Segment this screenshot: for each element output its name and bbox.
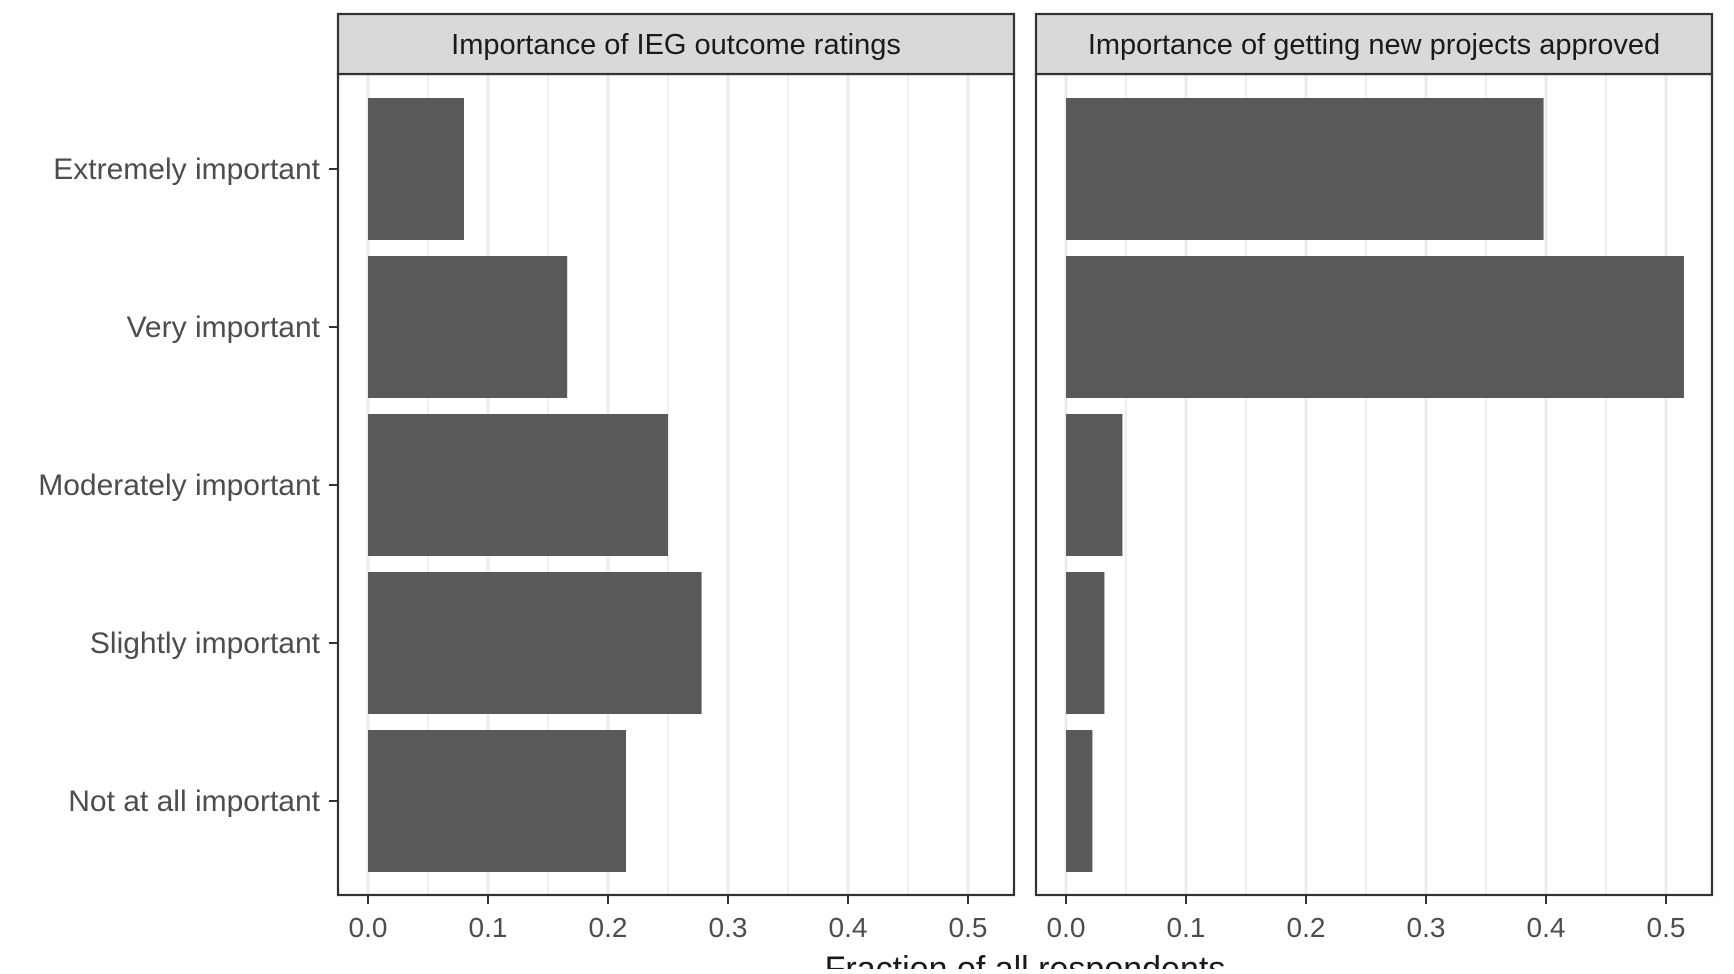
x-tick-label: 0.3 <box>1407 912 1446 943</box>
bar-2-4 <box>1066 572 1105 714</box>
x-axis-title: Fraction of all respondents <box>825 950 1226 969</box>
y-tick-label: Very important <box>127 311 321 344</box>
x-tick-label: 0.5 <box>1647 912 1686 943</box>
facet-panel-1: Importance of IEG outcome ratings 0.0 0.1 0… <box>336 12 1016 943</box>
facet-strip <box>1034 12 1714 76</box>
x-tick-label: 0.0 <box>349 912 388 943</box>
x-tick-label: 0.2 <box>1287 912 1326 943</box>
x-tick-label: 0.3 <box>709 912 748 943</box>
x-tick-label: 0.2 <box>589 912 628 943</box>
x-tick-label: 0.4 <box>1527 912 1566 943</box>
facet-title: Importance of IEG outcome ratings <box>451 29 901 61</box>
bar-2-1 <box>1066 98 1544 240</box>
y-tick-label: Slightly important <box>90 627 321 660</box>
panels-layer: Importance of IEG outcome ratings 0.0 0.1 0… <box>336 12 1714 943</box>
x-tick-label: 0.0 <box>1047 912 1086 943</box>
bar-1-1 <box>368 98 464 240</box>
y-tick-label: Not at all important <box>68 785 320 818</box>
bar-1-2 <box>368 256 568 398</box>
x-tick-label: 0.5 <box>949 912 988 943</box>
bar-1-3 <box>368 414 668 556</box>
facet-strip <box>336 12 1016 76</box>
facet-panel-2: Importance of getting new projects appro… <box>1034 12 1714 943</box>
bar-1-4 <box>368 572 702 714</box>
bar-1-5 <box>368 730 626 872</box>
x-tick-label: 0.1 <box>469 912 508 943</box>
y-tick-label: Moderately important <box>38 469 320 502</box>
bar-2-3 <box>1066 414 1123 556</box>
y-tick-label: Extremely important <box>53 153 320 186</box>
x-tick-label: 0.4 <box>829 912 868 943</box>
facet-title: Importance of getting new projects appro… <box>1088 29 1660 61</box>
bar-2-2 <box>1066 256 1684 398</box>
y-axis-labels: Extremely important Very important Moderat… <box>38 153 338 818</box>
bar-2-5 <box>1066 730 1093 872</box>
x-tick-label: 0.1 <box>1167 912 1206 943</box>
